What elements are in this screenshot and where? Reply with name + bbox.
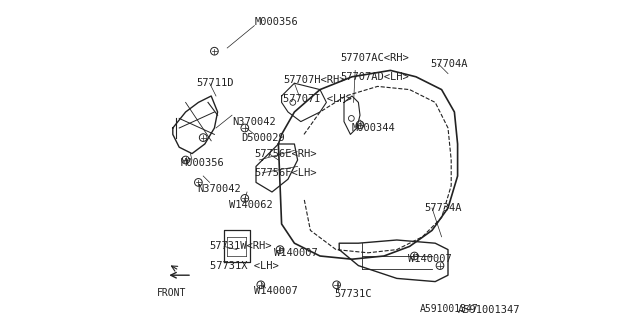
Text: D500029: D500029 [242, 132, 285, 143]
Text: W140062: W140062 [229, 200, 273, 210]
Text: 57756F<LH>: 57756F<LH> [254, 168, 317, 178]
Text: 57704A: 57704A [430, 59, 468, 69]
Text: 57734A: 57734A [424, 203, 461, 213]
Text: W140007: W140007 [408, 254, 452, 264]
Text: W140007: W140007 [274, 248, 317, 258]
Text: A591001347: A591001347 [420, 304, 479, 314]
Text: 57707I <LH>: 57707I <LH> [283, 94, 352, 104]
Text: N370042: N370042 [232, 116, 276, 127]
Text: 57711D: 57711D [197, 78, 234, 88]
Text: 57707AC<RH>: 57707AC<RH> [340, 52, 410, 63]
Text: 57756E<RH>: 57756E<RH> [254, 148, 317, 159]
Text: N370042: N370042 [197, 184, 241, 194]
Text: M000344: M000344 [351, 123, 395, 133]
Text: FRONT: FRONT [157, 288, 186, 298]
Text: 57707H<RH>: 57707H<RH> [283, 75, 346, 85]
Text: M000356: M000356 [254, 17, 298, 28]
Text: W140007: W140007 [254, 286, 298, 296]
Text: M000356: M000356 [181, 158, 225, 168]
Text: A591001347: A591001347 [458, 305, 521, 316]
Text: 57731C: 57731C [334, 289, 372, 300]
Text: 57707AD<LH>: 57707AD<LH> [340, 72, 410, 82]
Text: 57731X <LH>: 57731X <LH> [210, 260, 278, 271]
Text: 57731W<RH>: 57731W<RH> [210, 241, 272, 252]
